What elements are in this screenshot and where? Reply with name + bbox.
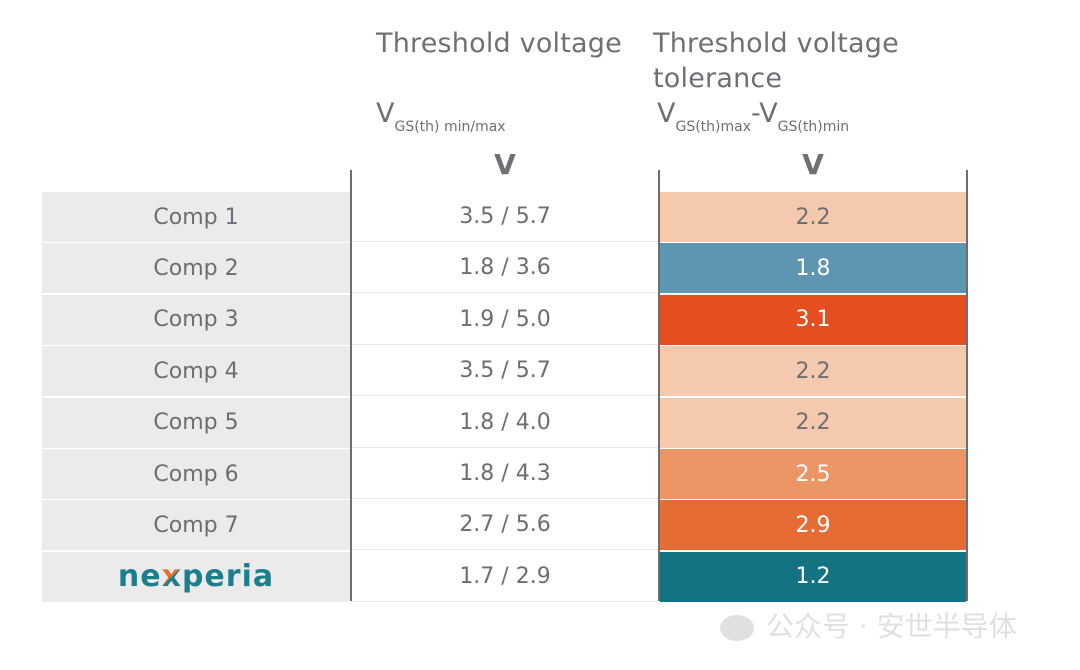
logo-wordmark: nexperia bbox=[117, 559, 275, 595]
table-row: nexperia 1.7 / 2.9 1.2 bbox=[42, 551, 968, 602]
tolerance-value: 2.2 bbox=[660, 397, 966, 448]
col1-symbol: VGS(th) min/max bbox=[376, 98, 506, 135]
table-row: Comp 7 2.7 / 5.6 2.9 bbox=[42, 500, 968, 551]
table-row: Comp 3 1.9 / 5.0 3.1 bbox=[42, 294, 968, 345]
nexperia-logo: nexperia bbox=[42, 551, 350, 602]
col2-symbol-a: V bbox=[657, 98, 676, 129]
col2-title: Threshold voltage tolerance bbox=[653, 26, 899, 96]
table-row: Comp 1 3.5 / 5.7 2.2 bbox=[42, 192, 968, 242]
watermark-text: 公众号 · 安世半导体 bbox=[766, 610, 1017, 643]
component-name: Comp 5 bbox=[42, 397, 350, 448]
component-name: Comp 3 bbox=[42, 294, 350, 345]
col1-symbol-main: V bbox=[376, 98, 395, 129]
table-row: Comp 6 1.8 / 4.3 2.5 bbox=[42, 449, 968, 499]
col2-symbol: VGS(th)max-VGS(th)min bbox=[657, 98, 849, 135]
component-name: Comp 2 bbox=[42, 243, 350, 294]
component-name: Comp 4 bbox=[42, 346, 350, 397]
col2-symbol-b: V bbox=[759, 98, 778, 129]
threshold-range-value: 2.7 / 5.6 bbox=[352, 500, 658, 551]
divider-line-2 bbox=[658, 170, 660, 601]
col1-title: Threshold voltage bbox=[376, 28, 622, 59]
wechat-icon bbox=[720, 615, 754, 641]
col2-symbol-b-sub: GS(th)min bbox=[777, 119, 850, 135]
tolerance-value: 1.8 bbox=[660, 243, 966, 294]
component-name: Comp 6 bbox=[42, 449, 350, 499]
tolerance-value: 3.1 bbox=[660, 294, 966, 345]
col1-unit: V bbox=[494, 148, 516, 181]
tolerance-value: 2.2 bbox=[660, 192, 966, 242]
col2-title-line1: Threshold voltage bbox=[653, 28, 899, 59]
table-row: Comp 4 3.5 / 5.7 2.2 bbox=[42, 346, 968, 397]
tolerance-value: 2.2 bbox=[660, 346, 966, 397]
component-name: Comp 1 bbox=[42, 192, 350, 242]
col2-symbol-a-sub: GS(th)max bbox=[675, 119, 752, 135]
watermark: 公众号 · 安世半导体 bbox=[720, 605, 1017, 645]
threshold-range-value: 1.8 / 4.0 bbox=[352, 397, 658, 448]
table-row: Comp 5 1.8 / 4.0 2.2 bbox=[42, 397, 968, 448]
threshold-range-value: 3.5 / 5.7 bbox=[352, 192, 658, 242]
table-row: Comp 2 1.8 / 3.6 1.8 bbox=[42, 243, 968, 294]
threshold-range-value: 1.9 / 5.0 bbox=[352, 294, 658, 345]
threshold-range-value: 1.8 / 4.3 bbox=[352, 449, 658, 499]
tolerance-value: 2.9 bbox=[660, 500, 966, 551]
divider-line-1 bbox=[350, 170, 352, 601]
col2-symbol-dash: - bbox=[751, 98, 760, 129]
threshold-range-value: 1.7 / 2.9 bbox=[352, 551, 658, 602]
tolerance-value: 2.5 bbox=[660, 449, 966, 499]
divider-line-3 bbox=[966, 170, 968, 601]
col2-title-line2: tolerance bbox=[653, 63, 783, 94]
col2-unit: V bbox=[802, 148, 824, 181]
tolerance-value: 1.2 bbox=[660, 551, 966, 602]
component-name: Comp 7 bbox=[42, 500, 350, 551]
threshold-range-value: 3.5 / 5.7 bbox=[352, 346, 658, 397]
col1-symbol-sub: GS(th) min/max bbox=[394, 119, 506, 135]
threshold-range-value: 1.8 / 3.6 bbox=[352, 243, 658, 294]
